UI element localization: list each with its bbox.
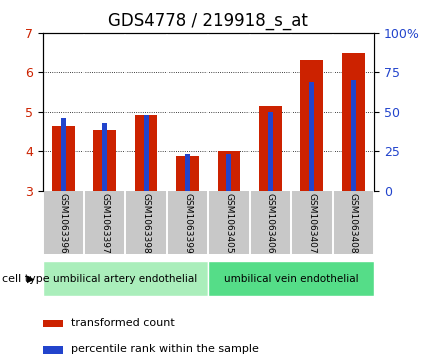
Bar — [135, 115, 158, 191]
Bar — [218, 151, 241, 191]
Bar — [93, 130, 116, 191]
Bar — [61, 118, 66, 191]
Text: GSM1063406: GSM1063406 — [266, 193, 275, 253]
Bar — [52, 126, 75, 191]
Text: GSM1063399: GSM1063399 — [183, 193, 192, 253]
Text: percentile rank within the sample: percentile rank within the sample — [71, 344, 258, 355]
Text: GSM1063408: GSM1063408 — [349, 193, 358, 253]
Bar — [227, 155, 232, 191]
Bar — [268, 112, 273, 191]
Bar — [42, 319, 63, 327]
Bar — [144, 115, 149, 191]
Bar — [309, 82, 314, 191]
Text: GSM1063398: GSM1063398 — [142, 193, 150, 253]
Bar — [42, 346, 63, 354]
Bar — [300, 60, 323, 191]
Text: umbilical vein endothelial: umbilical vein endothelial — [224, 274, 358, 284]
Text: transformed count: transformed count — [71, 318, 174, 329]
Bar — [259, 106, 282, 191]
Bar — [102, 123, 107, 191]
Text: cell type: cell type — [2, 274, 50, 284]
Bar — [176, 156, 199, 191]
Text: GSM1063405: GSM1063405 — [224, 193, 233, 253]
Title: GDS4778 / 219918_s_at: GDS4778 / 219918_s_at — [108, 12, 308, 30]
Text: umbilical artery endothelial: umbilical artery endothelial — [53, 274, 198, 284]
Text: GSM1063407: GSM1063407 — [307, 193, 316, 253]
Text: ▶: ▶ — [27, 274, 34, 284]
Text: GSM1063396: GSM1063396 — [59, 193, 68, 253]
Bar — [42, 261, 208, 296]
Bar — [208, 261, 374, 296]
Bar — [351, 80, 356, 191]
Bar — [342, 53, 365, 191]
Text: GSM1063397: GSM1063397 — [100, 193, 109, 253]
Bar — [185, 155, 190, 191]
